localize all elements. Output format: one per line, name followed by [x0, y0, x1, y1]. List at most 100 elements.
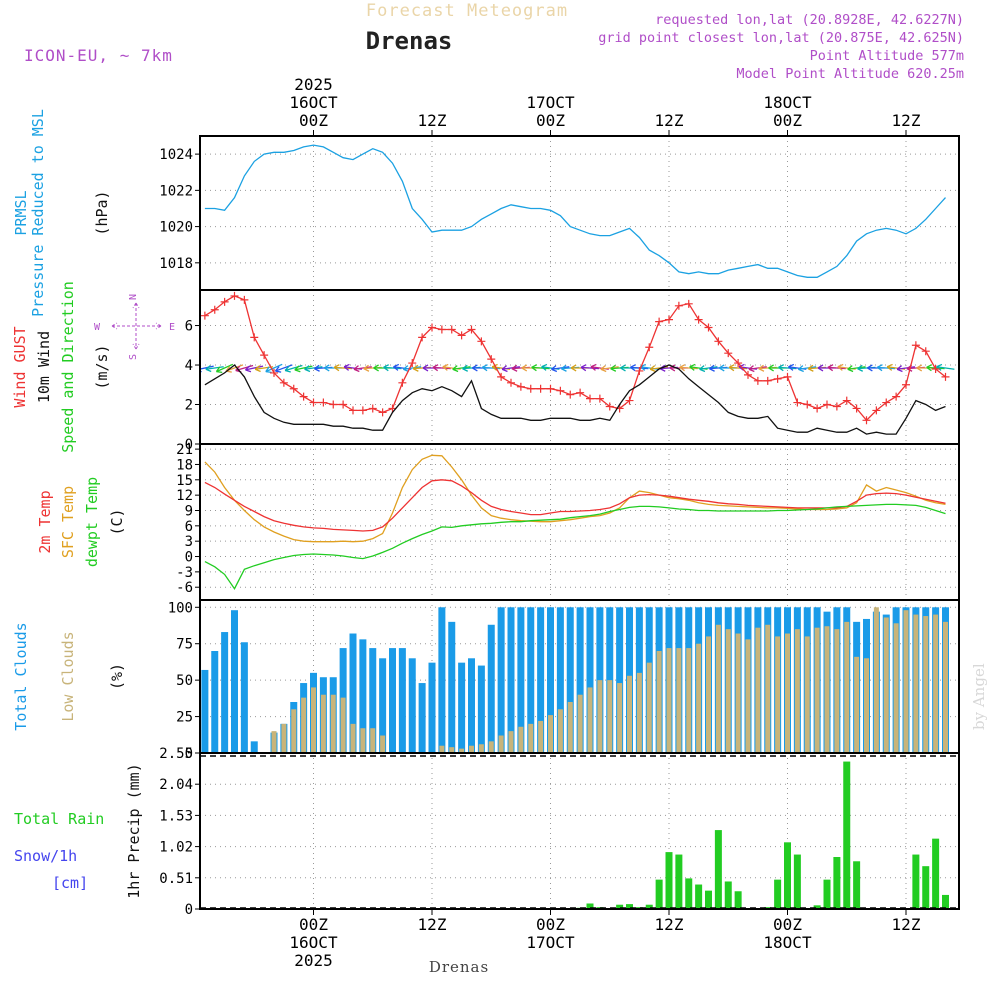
footer-location: Drenas: [429, 958, 489, 976]
arrow-shaft: [877, 366, 896, 370]
low-cloud-bar: [854, 656, 860, 753]
low-cloud-bar: [449, 747, 455, 753]
total-cloud-bar: [527, 607, 535, 753]
gust-marker: [595, 394, 604, 403]
arrow-head: [590, 363, 597, 371]
rain-bar: [626, 904, 633, 909]
low-cloud-bar: [271, 731, 277, 753]
dewpt-temp-line: [204, 503, 946, 590]
wind-direction-arrow: [501, 365, 521, 373]
arrow-head: [570, 364, 577, 372]
wind-direction-arrow: [797, 365, 817, 373]
gust-marker: [882, 398, 891, 407]
gust-marker: [536, 384, 545, 393]
wind-direction-arrow: [284, 364, 303, 373]
arrow-head: [314, 364, 320, 372]
gust-marker: [408, 359, 417, 368]
rain-bar: [665, 852, 673, 909]
low-cloud-bar: [528, 723, 534, 753]
gust-marker: [447, 325, 456, 334]
y-tick-label: 1.53: [159, 808, 193, 824]
gust-marker: [339, 400, 348, 409]
low-cloud-bar: [380, 735, 386, 753]
wind-axis-label: 10m Wind: [35, 331, 53, 403]
arrow-shaft: [896, 366, 916, 370]
location-title: Drenas: [366, 27, 453, 55]
arrow-head: [511, 364, 518, 372]
gust-marker: [487, 355, 496, 364]
gust-marker: [931, 364, 940, 373]
compass-east: E: [169, 322, 175, 333]
arrow-shaft: [531, 366, 550, 370]
low-cloud-bar: [301, 697, 307, 753]
low-cloud-bar: [360, 728, 366, 753]
wind-direction-arrow: [728, 364, 748, 372]
y-tick-label: 25: [176, 710, 193, 726]
arrow-shaft: [600, 366, 619, 370]
arrow-head: [867, 364, 873, 372]
point-altitude: Point Altitude 577m: [810, 48, 964, 64]
wind-axis-label: Wind GUST: [11, 326, 29, 407]
gust-marker: [625, 396, 634, 405]
gust-marker: [734, 359, 743, 368]
gust-marker: [763, 376, 772, 385]
arrow-shaft: [679, 366, 698, 370]
y-tick-label: 0.51: [159, 871, 193, 887]
arrow-head: [343, 363, 350, 371]
total-cloud-bar: [349, 633, 357, 753]
total-cloud-bar: [586, 607, 594, 753]
arrow-head: [521, 364, 528, 372]
arrow-head: [758, 364, 765, 372]
arrow-head: [926, 364, 933, 372]
gust-marker: [566, 390, 575, 399]
arrow-head: [304, 365, 311, 373]
top-time-label: 00Z: [299, 111, 328, 130]
plot-layer: 1018 1020 1022 1024 PRMSL Pressure Reduced to…: [11, 75, 960, 970]
gust-marker: [665, 315, 673, 324]
low-cloud-bar: [627, 675, 632, 753]
total-cloud-bar: [211, 651, 219, 753]
gust-marker: [872, 406, 881, 415]
low-cloud-bar: [330, 694, 336, 753]
low-cloud-bar: [548, 715, 553, 753]
low-cloud-bar: [745, 639, 751, 753]
wind-direction-arrow: [432, 364, 451, 372]
arrow-head: [610, 364, 617, 372]
arrow-head: [215, 366, 223, 373]
total-cloud-bar: [448, 621, 456, 753]
total-cloud-bar: [408, 658, 416, 753]
top-time-label: 12Z: [655, 111, 684, 130]
arrow-head: [797, 365, 804, 373]
y-tick-label: 0: [185, 437, 193, 453]
y-tick-label: 6: [185, 319, 193, 335]
low-cloud-bar: [577, 694, 583, 753]
gust-marker: [457, 331, 466, 340]
bottom-time-label: 18OCT: [763, 933, 812, 952]
gust-marker: [645, 343, 654, 352]
temp-axis-label: 2m Temp: [36, 490, 54, 553]
gust-marker: [319, 398, 328, 407]
low-cloud-bar: [923, 616, 929, 753]
wind-direction-arrow: [245, 365, 264, 373]
rain-bar: [586, 903, 594, 909]
low-cloud-bar: [943, 621, 948, 753]
gust-marker: [655, 317, 664, 326]
total-cloud-bar: [389, 648, 396, 753]
y-tick-label: 18: [176, 457, 193, 473]
wind-direction-arrow: [827, 364, 846, 372]
arrow-head: [788, 363, 795, 371]
arrow-head: [718, 364, 725, 372]
gust-marker: [378, 408, 387, 417]
rain-bar: [922, 866, 930, 909]
top-time-label: 12Z: [418, 111, 447, 130]
gust-marker: [832, 402, 841, 411]
wind-direction-arrow: [551, 365, 570, 373]
bottom-time-label: 17OCT: [526, 933, 575, 952]
temp-axis-label: dewpt Temp: [83, 477, 101, 567]
low-cloud-bar: [765, 624, 771, 753]
total-cloud-bar: [221, 632, 229, 753]
gust-marker: [349, 406, 357, 415]
wind-direction-arrow: [531, 364, 550, 372]
y-tick-label: -6: [176, 580, 193, 596]
